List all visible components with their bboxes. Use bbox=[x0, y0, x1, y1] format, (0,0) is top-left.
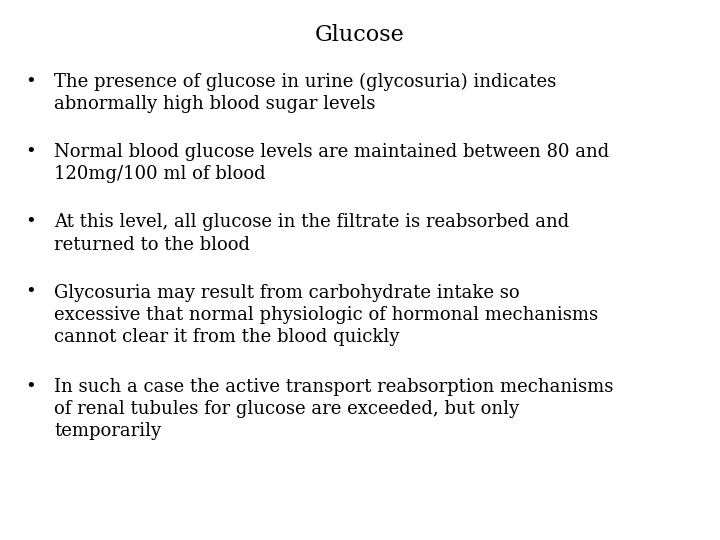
Text: Glucose: Glucose bbox=[315, 24, 405, 46]
Text: •: • bbox=[25, 284, 36, 301]
Text: Glycosuria may result from carbohydrate intake so
excessive that normal physiolo: Glycosuria may result from carbohydrate … bbox=[54, 284, 598, 346]
Text: •: • bbox=[25, 73, 36, 91]
Text: •: • bbox=[25, 213, 36, 231]
Text: The presence of glucose in urine (glycosuria) indicates
abnormally high blood su: The presence of glucose in urine (glycos… bbox=[54, 73, 557, 113]
Text: At this level, all glucose in the filtrate is reabsorbed and
returned to the blo: At this level, all glucose in the filtra… bbox=[54, 213, 570, 253]
Text: •: • bbox=[25, 378, 36, 396]
Text: Normal blood glucose levels are maintained between 80 and
120mg/100 ml of blood: Normal blood glucose levels are maintain… bbox=[54, 143, 609, 183]
Text: •: • bbox=[25, 143, 36, 161]
Text: In such a case the active transport reabsorption mechanisms
of renal tubules for: In such a case the active transport reab… bbox=[54, 378, 613, 441]
